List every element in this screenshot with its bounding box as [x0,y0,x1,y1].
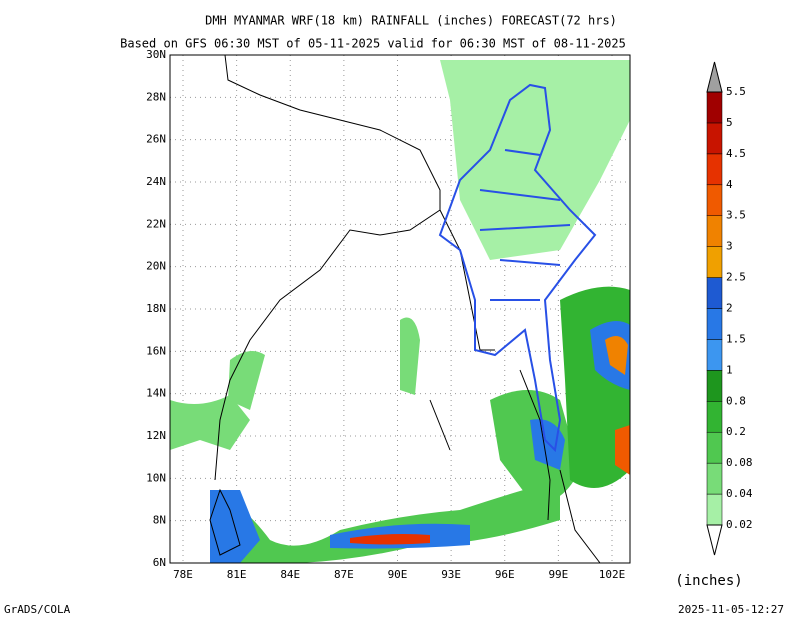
subtitle: Based on GFS 06:30 MST of 05-11-2025 val… [120,37,626,51]
lat-label: 10N [146,471,166,484]
myanmar-boundary [438,83,597,453]
lon-label: 102E [599,568,626,581]
legend-label: 3.5 [726,209,746,222]
lon-label: 90E [388,568,408,581]
color-box [706,339,723,371]
color-box [706,431,723,464]
lat-label: 30N [146,48,166,61]
lat-label: 20N [146,260,166,273]
overflow-triangle [706,61,723,93]
color-box [706,91,723,124]
legend-label: 0.2 [726,425,746,438]
legend-label: 0.08 [726,456,753,469]
lat-label: 12N [146,429,166,442]
footer-right: 2025-11-05-12:27 [678,603,784,616]
color-box [706,215,723,247]
legend-label: 5.5 [726,85,746,98]
legend-label: 0.8 [726,394,746,407]
lon-label: 87E [334,568,354,581]
lat-label: 18N [146,302,166,315]
lat-label: 6N [153,556,166,569]
legend-label: 2 [726,302,733,315]
color-box [706,308,723,340]
map [169,54,631,564]
lat-label: 14N [146,387,166,400]
color-box [706,493,723,526]
lon-label: 96E [495,568,515,581]
legend-label: 1.5 [726,332,746,345]
lon-label: 78E [173,568,193,581]
unit-label: (inches) [675,573,742,589]
lat-label: 24N [146,175,166,188]
color-box [706,401,723,433]
legend-label: 3 [726,240,733,253]
lat-label: 28N [146,90,166,103]
coastline [209,54,601,564]
color-box [706,277,723,309]
color-box [706,370,723,402]
legend-label: 2.5 [726,271,746,284]
legend-label: 4.5 [726,147,746,160]
lat-label: 26N [146,133,166,146]
color-box [706,153,723,186]
legend-label: 4 [726,178,733,191]
legend-label: 1 [726,363,733,376]
lat-label: 16N [146,344,166,357]
lon-label: 93E [441,568,461,581]
color-box [706,462,723,495]
color-box [706,246,723,278]
color-box [706,122,723,155]
lon-label: 84E [280,568,300,581]
color-box [706,184,723,216]
map-frame [169,54,631,564]
colorbar: 0.02 0.04 0.08 0.2 0.8 1 1.5 2 2.5 3 3.5 4 4.5 5 5.5 [706,61,753,556]
title: DMH MYANMAR WRF(18 km) RAINFALL (inches)… [205,14,617,28]
lat-label: 8N [153,514,166,527]
legend-label: 0.02 [726,518,753,531]
lon-label: 99E [548,568,568,581]
lat-label: 22N [146,217,166,230]
footer-left: GrADS/COLA [4,603,71,616]
lon-label: 81E [227,568,247,581]
legend-label: 0.04 [726,487,753,500]
legend-label: 5 [726,116,733,129]
underflow-triangle [706,524,723,556]
